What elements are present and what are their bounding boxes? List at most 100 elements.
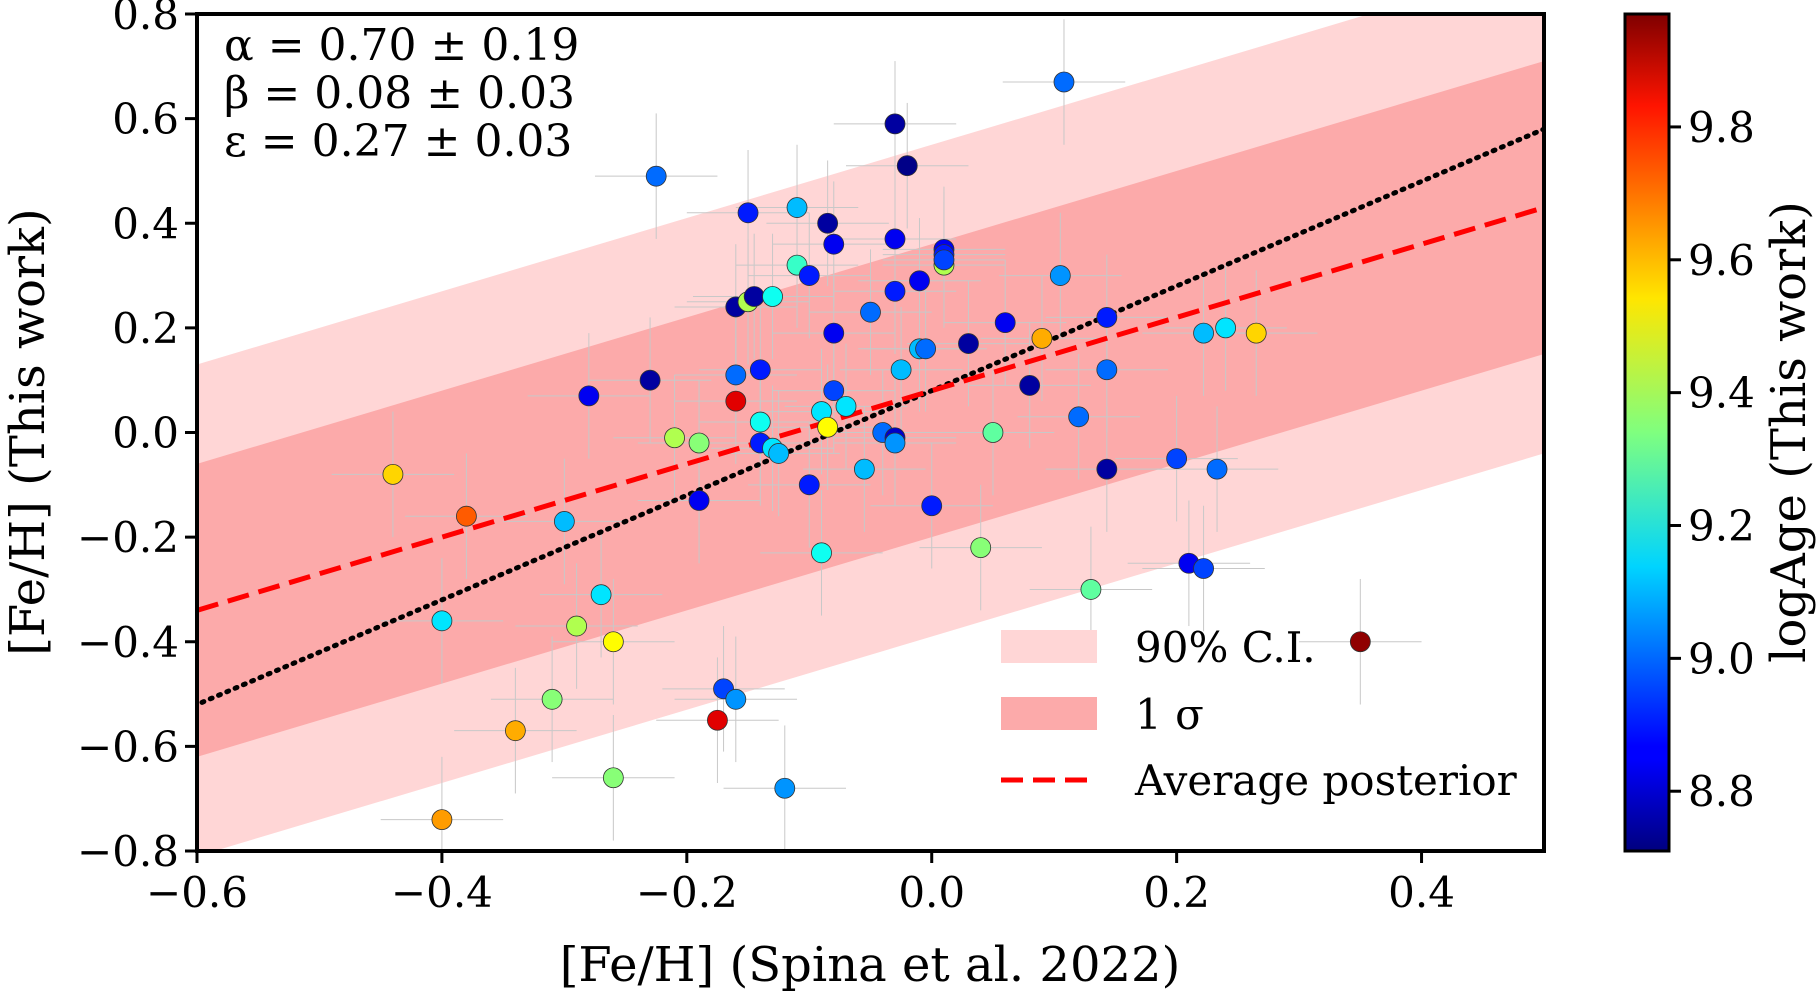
fit-annotation: α = 0.70 ± 0.19	[224, 20, 579, 71]
data-point	[590, 584, 612, 606]
colorbar-tick-label: 9.8	[1688, 103, 1755, 152]
data-point	[1349, 631, 1371, 653]
data-point	[431, 610, 453, 632]
y-tick-label: 0.6	[112, 95, 179, 144]
data-point	[749, 411, 771, 433]
colorbar-label: logAge (This work)	[1761, 201, 1817, 663]
y-axis-label: [Fe/H] (This work)	[0, 208, 56, 655]
y-tick-label: −0.6	[77, 722, 179, 771]
data-point	[909, 270, 930, 292]
data-point	[817, 416, 839, 438]
data-point	[884, 280, 906, 302]
data-point	[1096, 307, 1118, 328]
data-point	[915, 338, 937, 360]
axes-layer: −0.6 −0.4 −0.2 0.0 0.2 0.4−0.8−0.6−0.4−0.20.0…	[77, 0, 1455, 917]
fit-annotation: ε = 0.27 ± 0.03	[224, 116, 572, 167]
legend-label: Average posterior	[1134, 756, 1518, 805]
points-layer	[382, 71, 1371, 831]
x-tick-label: 0.4	[1388, 868, 1455, 917]
data-point	[566, 615, 588, 637]
data-point	[1166, 448, 1188, 470]
data-point	[896, 155, 918, 177]
data-point	[786, 197, 808, 218]
data-point	[553, 511, 575, 532]
data-point	[749, 359, 771, 381]
data-point	[1080, 579, 1102, 600]
fit-annotations: α = 0.70 ± 0.19β = 0.08 ± 0.03ε = 0.27 ±…	[224, 20, 579, 167]
data-point	[1206, 458, 1228, 480]
data-point	[725, 688, 747, 710]
data-point	[688, 490, 710, 511]
data-point	[823, 322, 845, 344]
data-point	[382, 463, 404, 485]
legend-swatch-sigma	[1001, 697, 1097, 730]
data-point	[774, 777, 796, 799]
data-point	[768, 443, 790, 464]
data-point	[455, 505, 477, 527]
data-point	[823, 233, 845, 255]
fit-annotation: β = 0.08 ± 0.03	[224, 68, 575, 119]
data-point	[1053, 71, 1075, 93]
data-point	[725, 364, 747, 386]
data-point	[933, 249, 955, 271]
y-tick-label: −0.8	[77, 827, 179, 876]
data-point	[431, 809, 453, 831]
data-point	[762, 286, 783, 307]
data-point	[602, 767, 624, 789]
colorbar-tick-label: 9.0	[1688, 634, 1755, 683]
y-tick-label: 0.2	[112, 304, 179, 353]
data-point	[823, 380, 845, 402]
y-tick-label: 0.8	[112, 0, 179, 39]
data-point	[884, 113, 906, 135]
legend-swatch-ci90	[1001, 630, 1097, 663]
data-point	[1019, 375, 1041, 396]
data-point	[1031, 327, 1053, 349]
colorbar-tick-label: 8.8	[1688, 767, 1755, 816]
colorbar-axis: 8.8 9.0 9.2 9.4 9.6 9.8	[1669, 103, 1755, 816]
data-point	[970, 537, 992, 558]
data-point	[639, 369, 661, 391]
data-point	[994, 312, 1016, 334]
data-point	[737, 202, 759, 224]
y-tick-label: 0.0	[112, 409, 179, 458]
x-tick-label: −0.4	[391, 868, 493, 917]
data-point	[860, 301, 881, 323]
data-point	[798, 474, 820, 496]
data-point	[664, 427, 685, 449]
x-tick-label: −0.6	[146, 868, 248, 917]
colorbar	[1623, 12, 1671, 853]
data-point	[811, 542, 832, 564]
legend-label: 1 σ	[1135, 690, 1204, 739]
data-point	[578, 385, 600, 407]
data-point	[1096, 458, 1118, 480]
x-axis-label: [Fe/H] (Spina et al. 2022)	[560, 937, 1181, 993]
y-tick-label: −0.2	[77, 513, 179, 562]
data-point	[645, 165, 667, 187]
x-tick-label: 0.0	[898, 868, 965, 917]
data-point	[602, 631, 624, 653]
data-point	[798, 265, 820, 286]
y-tick-label: 0.4	[112, 199, 179, 248]
data-point	[884, 228, 906, 250]
colorbar-tick-label: 9.6	[1688, 236, 1755, 285]
legend: 90% C.I. 1 σ Average posterior	[1001, 623, 1518, 805]
data-point	[504, 720, 526, 742]
data-point	[982, 422, 1004, 443]
data-point	[1096, 359, 1118, 381]
reference-dotted-line	[197, 126, 1544, 708]
data-point	[884, 432, 906, 454]
data-point	[958, 333, 979, 354]
data-point	[1193, 558, 1214, 579]
data-point	[890, 359, 912, 381]
data-point	[743, 286, 765, 307]
colorbar-tick-label: 9.2	[1688, 502, 1755, 551]
data-point	[1049, 265, 1071, 286]
data-point	[853, 458, 875, 480]
data-point	[725, 390, 747, 412]
data-point	[835, 395, 857, 417]
colorbar-tick-label: 9.4	[1688, 369, 1755, 418]
data-point	[1193, 322, 1214, 344]
legend-label: 90% C.I.	[1135, 623, 1316, 672]
x-tick-label: −0.2	[636, 868, 738, 917]
